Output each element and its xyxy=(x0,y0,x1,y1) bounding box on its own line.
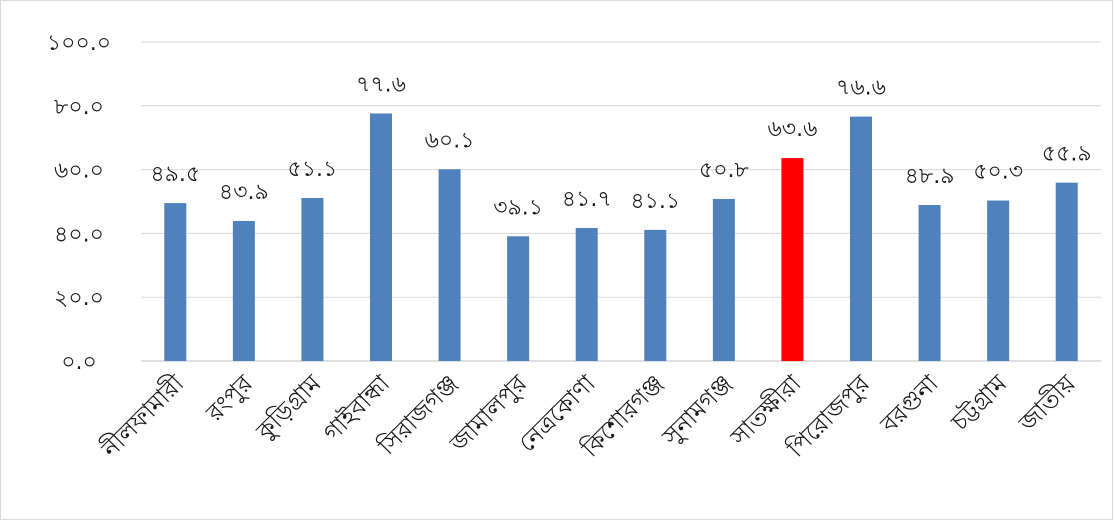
y-tick-label: ৪০.০ xyxy=(54,222,104,247)
data-label: ৬৩.৬ xyxy=(767,117,817,142)
bar xyxy=(232,220,255,361)
data-label: ৭৬.৬ xyxy=(836,76,886,101)
category-label: রংপুর xyxy=(200,369,259,428)
data-label: ৫০.৩ xyxy=(973,160,1023,185)
data-label: ৪৮.৯ xyxy=(905,164,955,189)
gridlines xyxy=(141,41,1101,362)
data-label: ৩৯.১ xyxy=(493,195,543,220)
category-label: নীলফামারী xyxy=(95,368,191,464)
bar xyxy=(507,236,530,361)
data-label: ৬০.১ xyxy=(425,128,475,153)
bar xyxy=(301,197,324,361)
bar xyxy=(370,113,392,362)
data-label: ৫০.৮ xyxy=(699,158,749,183)
category-label: বরগুনা xyxy=(874,369,944,439)
bar xyxy=(781,158,804,361)
bar xyxy=(575,227,598,361)
bar xyxy=(918,205,941,361)
category-label: সুনামগঞ্জ xyxy=(656,369,738,451)
category-label: চট্টগ্রাম xyxy=(944,368,1013,437)
category-labels: নীলফামারী রংপুরকুড়িগ্রামগাইবান্ধাসিরাজগঞ… xyxy=(95,368,1082,464)
data-label: ৪৩.৯ xyxy=(219,180,269,205)
category-label: জাতীয় xyxy=(1012,368,1082,438)
y-tick-label: ০.০ xyxy=(61,350,97,375)
data-label: ৭৭.৬ xyxy=(356,72,406,97)
y-axis-ticks: ০.০ ২০.০ ৪০.০ ৬০.০ ৮০.০ ১০০.০ xyxy=(47,31,111,375)
data-label: ৪১.৭ xyxy=(562,187,612,212)
bar xyxy=(712,198,735,361)
data-labels: ৪৯.৫ ৪৩.৯ ৫১.১ ৭৭.৬ ৬০.১ ৩৯.১ ৪১.৭ ৪১.১ ৫০.৮ ৬৩.৬… xyxy=(150,72,1091,220)
bar xyxy=(987,200,1010,361)
y-tick-label: ১০০.০ xyxy=(47,31,111,56)
bar xyxy=(164,203,187,361)
data-label: ৫১.১ xyxy=(288,157,338,182)
y-tick-label: ২০.০ xyxy=(54,286,104,311)
bar xyxy=(438,169,461,361)
data-label: ৪১.১ xyxy=(630,189,680,214)
category-label: কুড়িগ্রাম xyxy=(250,369,327,446)
y-tick-label: ৬০.০ xyxy=(54,159,104,184)
bars xyxy=(164,113,1078,362)
bar xyxy=(644,229,667,361)
data-label: ৫৫.৯ xyxy=(1042,142,1092,167)
data-label: ৪৯.৫ xyxy=(150,162,200,187)
bar xyxy=(850,116,872,362)
y-tick-label: ৮০.০ xyxy=(54,95,104,120)
bar xyxy=(1055,182,1078,361)
